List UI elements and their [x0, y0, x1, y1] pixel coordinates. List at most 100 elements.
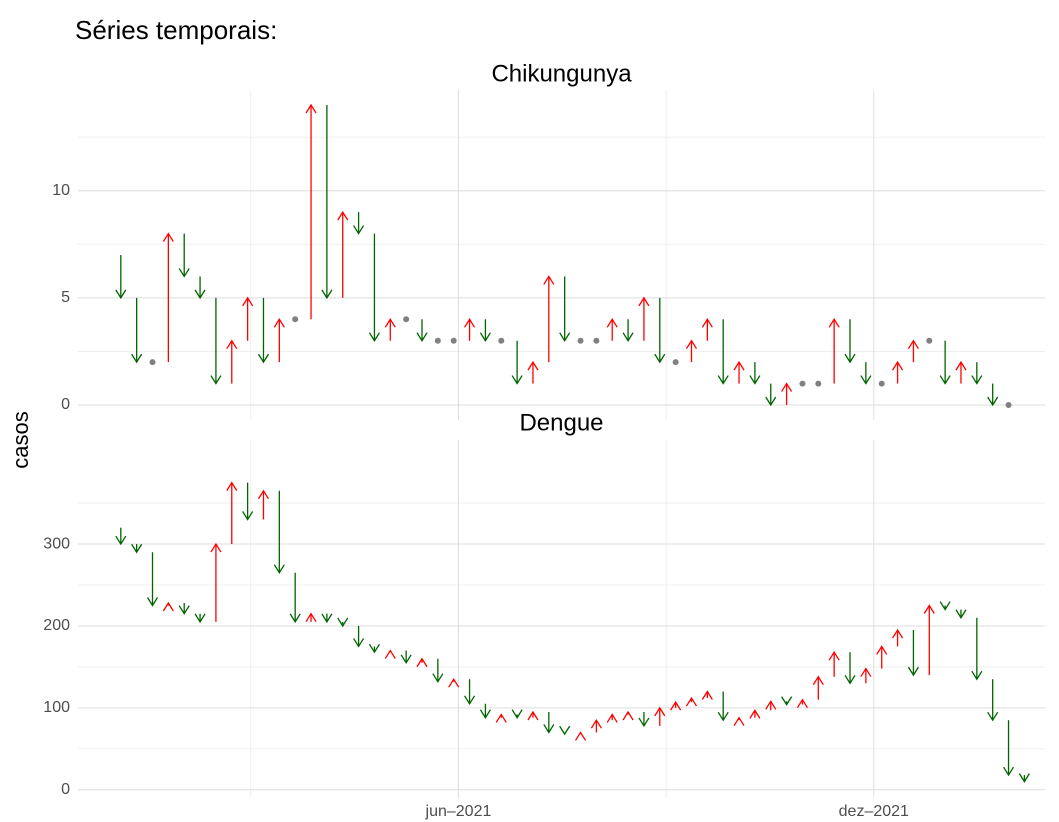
- y-axis-label: casos: [8, 411, 33, 468]
- change-arrow: [1002, 720, 1015, 777]
- change-arrow: [749, 362, 761, 385]
- change-arrow: [701, 690, 713, 700]
- change-arrow: [860, 667, 872, 684]
- change-arrow: [305, 103, 317, 320]
- y-tick-label: 10: [52, 182, 70, 199]
- no-change-point: [434, 337, 441, 344]
- change-arrow: [971, 617, 983, 681]
- change-arrow: [289, 572, 301, 624]
- change-arrow: [574, 731, 587, 741]
- change-arrow: [115, 255, 127, 300]
- change-arrow: [860, 362, 872, 385]
- no-change-point: [292, 316, 299, 323]
- change-arrow: [479, 319, 491, 342]
- change-arrow: [765, 700, 777, 711]
- change-arrow: [511, 340, 523, 385]
- change-arrow: [606, 318, 618, 341]
- change-arrow: [765, 383, 777, 407]
- change-arrow: [273, 490, 285, 574]
- change-arrow: [495, 713, 507, 723]
- change-arrow: [115, 527, 127, 546]
- change-arrow: [701, 318, 713, 341]
- change-arrow: [559, 725, 571, 736]
- change-arrow: [543, 711, 555, 734]
- change-arrow: [907, 339, 919, 363]
- change-arrow: [400, 650, 412, 665]
- no-change-point: [577, 337, 584, 344]
- change-arrow: [670, 700, 682, 711]
- y-tick-label: 5: [61, 289, 70, 306]
- change-arrow: [685, 696, 698, 707]
- change-arrow: [337, 617, 349, 628]
- change-arrow: [733, 360, 745, 384]
- no-change-point: [593, 337, 600, 344]
- change-arrow: [178, 603, 190, 615]
- page-heading: Séries temporais:: [75, 15, 277, 45]
- change-arrow: [749, 709, 761, 719]
- no-change-point: [878, 380, 885, 387]
- change-arrow: [717, 319, 729, 385]
- y-tick-label: 0: [61, 396, 70, 413]
- change-arrow: [210, 297, 222, 385]
- change-arrow: [479, 703, 491, 719]
- change-arrow: [923, 604, 935, 676]
- change-arrow: [384, 649, 396, 659]
- change-arrow: [368, 233, 380, 342]
- change-arrow: [939, 601, 951, 611]
- change-arrow: [257, 297, 270, 364]
- change-arrow: [622, 319, 634, 342]
- change-arrow: [210, 542, 222, 622]
- change-arrow: [464, 679, 476, 706]
- change-arrow: [939, 340, 951, 385]
- no-change-point: [149, 359, 156, 366]
- change-arrow: [1018, 773, 1030, 783]
- change-arrow: [162, 232, 174, 363]
- change-arrow: [273, 318, 285, 363]
- change-arrow: [543, 275, 555, 363]
- change-arrow: [844, 652, 856, 685]
- no-change-point: [450, 337, 457, 344]
- change-arrow: [876, 645, 888, 669]
- change-arrow: [955, 609, 967, 619]
- change-arrow: [733, 716, 745, 727]
- y-tick-label: 100: [43, 699, 70, 716]
- change-arrow: [638, 296, 650, 341]
- panel-title: Dengue: [519, 409, 603, 436]
- change-arrow: [828, 650, 840, 677]
- y-tick-label: 300: [43, 535, 70, 552]
- no-change-point: [672, 359, 679, 366]
- change-arrow: [368, 643, 380, 654]
- change-arrow: [432, 658, 444, 683]
- change-arrow: [622, 710, 634, 721]
- change-arrow: [654, 706, 666, 726]
- change-arrow: [416, 319, 428, 342]
- change-arrow: [781, 382, 793, 405]
- change-arrow: [257, 489, 270, 520]
- change-arrow: [844, 319, 856, 364]
- no-change-point: [1005, 402, 1012, 408]
- change-arrow: [194, 613, 206, 624]
- change-arrow: [987, 383, 999, 407]
- change-arrow: [242, 482, 254, 521]
- change-arrow: [892, 360, 904, 384]
- change-arrow: [907, 630, 919, 677]
- change-arrow: [416, 657, 428, 668]
- change-arrow: [131, 297, 143, 364]
- change-arrow: [971, 362, 983, 385]
- change-arrow: [527, 360, 539, 384]
- x-tick-label: dez–2021: [839, 803, 909, 820]
- change-arrow: [606, 713, 618, 723]
- change-arrow: [781, 696, 793, 706]
- change-arrow: [511, 709, 523, 719]
- change-arrow: [955, 360, 967, 384]
- change-arrow: [464, 318, 476, 341]
- no-change-point: [815, 380, 822, 387]
- change-arrow: [987, 679, 999, 722]
- change-arrow: [812, 675, 824, 700]
- change-arrow: [194, 276, 206, 300]
- change-arrow: [685, 339, 698, 363]
- change-arrow: [131, 543, 143, 554]
- change-arrow: [162, 601, 174, 612]
- y-tick-label: 200: [43, 617, 70, 634]
